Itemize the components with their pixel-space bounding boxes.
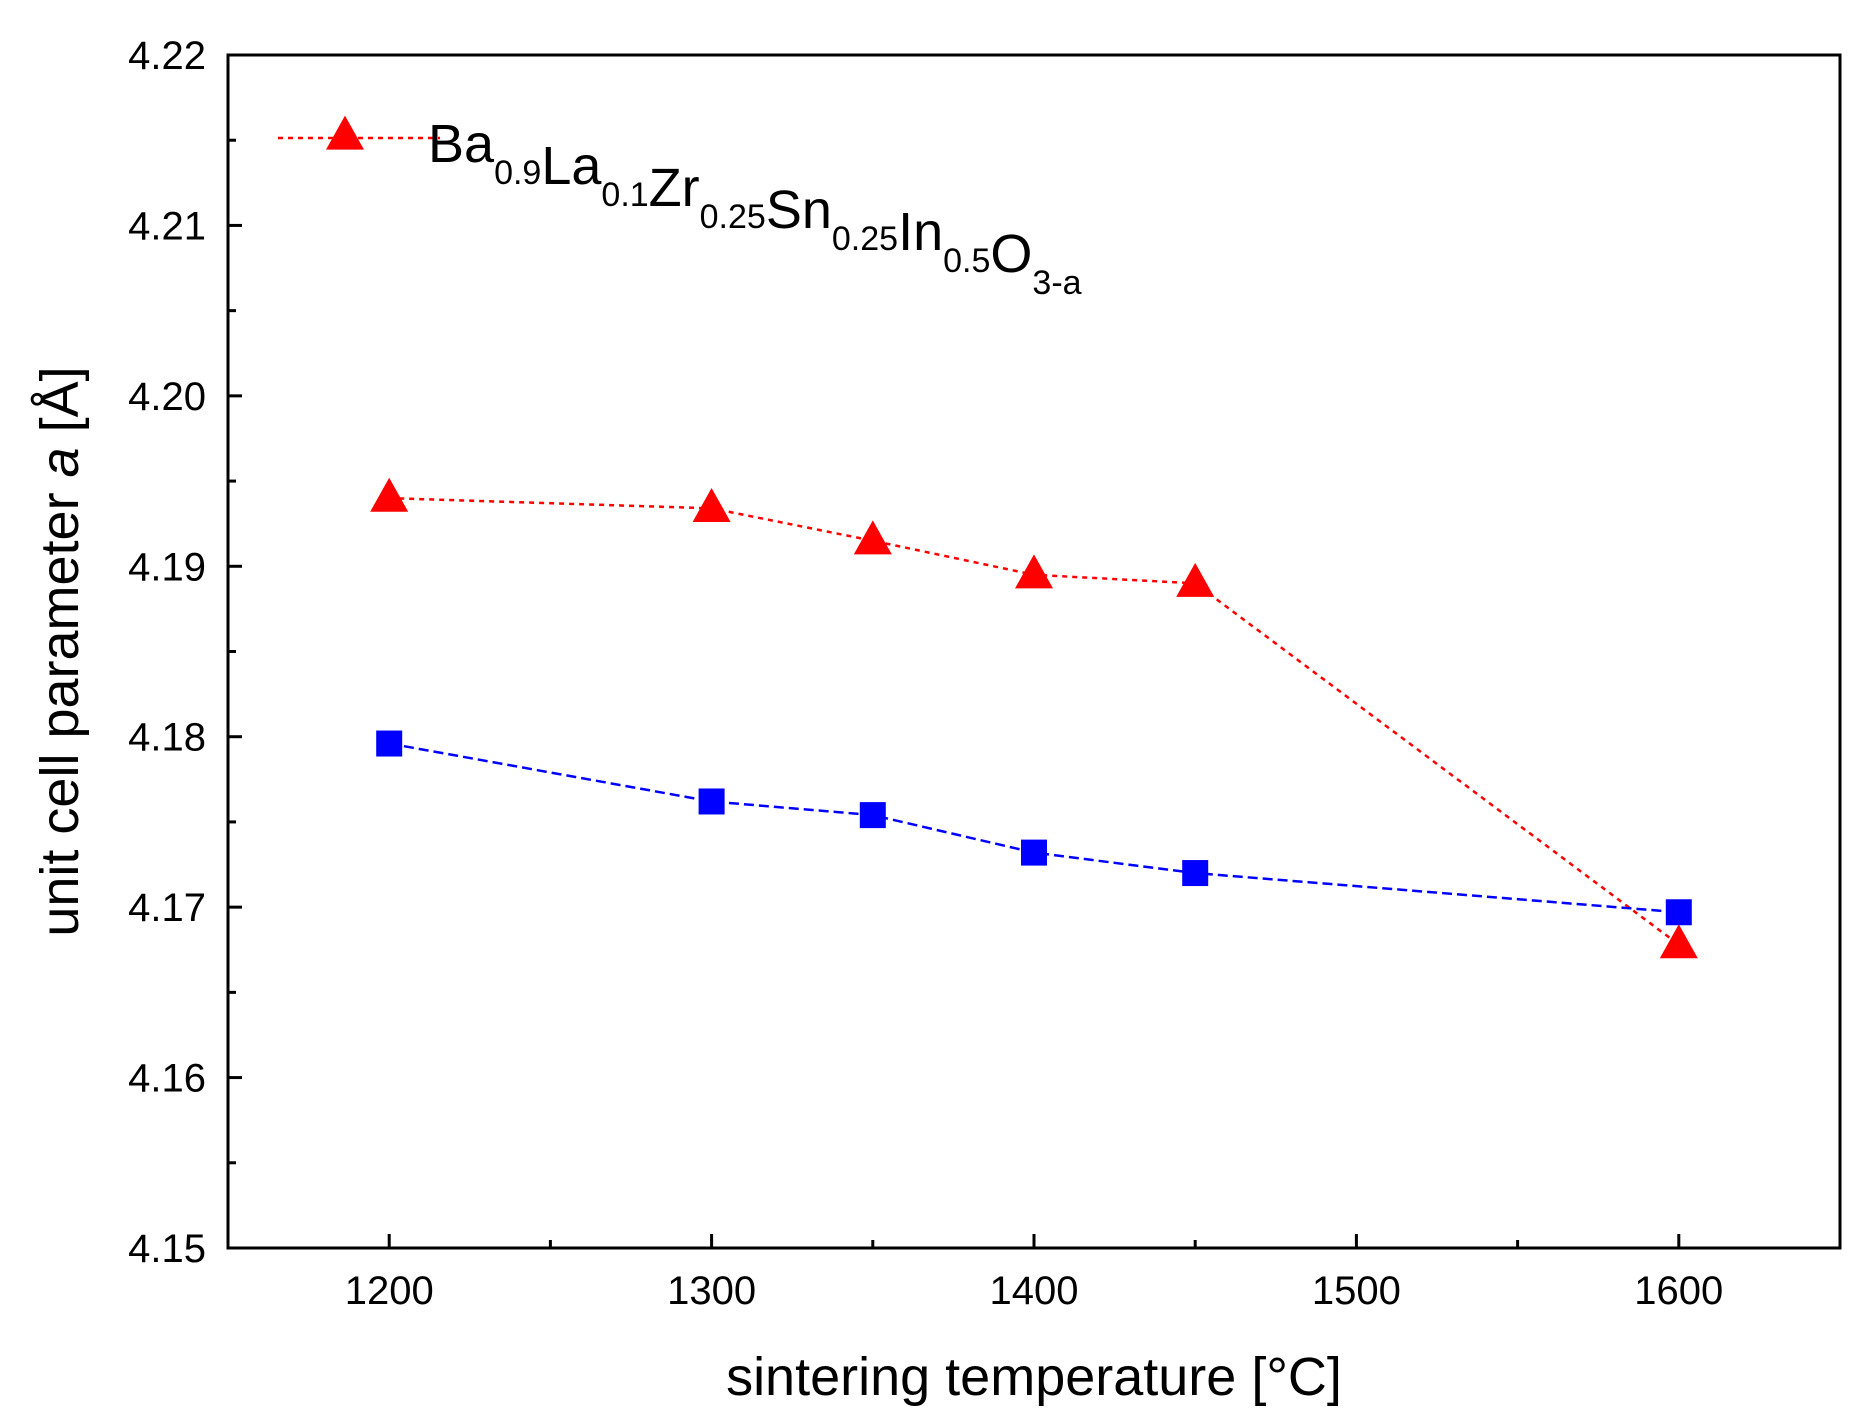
- data-point-square: [698, 788, 725, 815]
- legend-label-element: Sn: [766, 180, 832, 240]
- data-point-square: [1182, 860, 1209, 887]
- data-point-triangle: [853, 520, 892, 555]
- series-line-2: [388, 742, 1679, 914]
- plot-frame: [226, 53, 1842, 1250]
- data-point-square: [859, 802, 886, 829]
- x-tick-label: 1400: [990, 1269, 1079, 1313]
- legend-label-element: Ba: [428, 114, 495, 174]
- y-tick-label: 4.21: [128, 204, 206, 248]
- x-tick-label: 1600: [1634, 1269, 1723, 1313]
- y-tick-label: 4.20: [128, 375, 206, 419]
- legend-label: Ba0.9La0.1Zr0.25Sn0.25In0.5O3-a: [428, 114, 1082, 302]
- x-tick-label: 1200: [345, 1269, 434, 1313]
- data-point-square: [1665, 899, 1692, 926]
- legend-label-subscript: 0.5: [943, 242, 990, 280]
- y-axis-title-italic: a: [30, 447, 90, 477]
- data-point-square: [1021, 839, 1047, 866]
- legend-label-element: O: [990, 224, 1032, 284]
- data-point-triangle: [370, 477, 409, 512]
- y-tick-label: 4.17: [128, 886, 206, 930]
- y-axis-title-prefix: unit cell parameter: [30, 477, 90, 936]
- legend-label-subscript: 0.25: [700, 198, 766, 236]
- legend-label-subscript: 0.25: [832, 220, 898, 258]
- legend-label-subscript: 0.1: [601, 176, 648, 214]
- y-tick-label: 4.15: [128, 1227, 206, 1271]
- legend-label-element: Zr: [649, 158, 700, 218]
- data-point-square: [376, 730, 403, 757]
- legend-label-subscript: 3-a: [1032, 264, 1081, 302]
- data-point-triangle: [1176, 562, 1215, 597]
- y-tick-label: 4.22: [128, 34, 206, 78]
- y-axis: 4.15 4.16 4.17 4.18 4.19 4.20 4.21 4.22: [128, 34, 242, 1271]
- x-axis: 1200 1300 1400 1500 1600: [345, 1234, 1723, 1313]
- y-tick-label: 4.19: [128, 545, 206, 589]
- y-axis-title: unit cell parameter a [Å]: [30, 366, 90, 936]
- legend-label-element: In: [898, 202, 943, 262]
- legend-label-element: La: [541, 136, 602, 196]
- data-point-triangle: [1659, 924, 1698, 959]
- legend: Ba0.9La0.1Zr0.25Sn0.25In0.5O3-a: [278, 114, 1082, 302]
- data-point-triangle: [1015, 554, 1053, 589]
- y-tick-label: 4.16: [128, 1057, 206, 1101]
- legend-marker-triangle: [326, 115, 364, 150]
- x-axis-title: sintering temperature [°C]: [726, 1347, 1342, 1407]
- series-lines: [388, 496, 1680, 946]
- y-axis-title-suffix: [Å]: [30, 366, 90, 447]
- data-point-triangle: [692, 487, 731, 522]
- x-tick-label: 1300: [667, 1269, 756, 1313]
- legend-label-subscript: 0.9: [494, 154, 541, 192]
- series-line-1: [389, 496, 1680, 946]
- x-tick-label: 1500: [1312, 1269, 1401, 1313]
- y-tick-label: 4.18: [128, 716, 206, 760]
- series-markers: [370, 477, 1698, 959]
